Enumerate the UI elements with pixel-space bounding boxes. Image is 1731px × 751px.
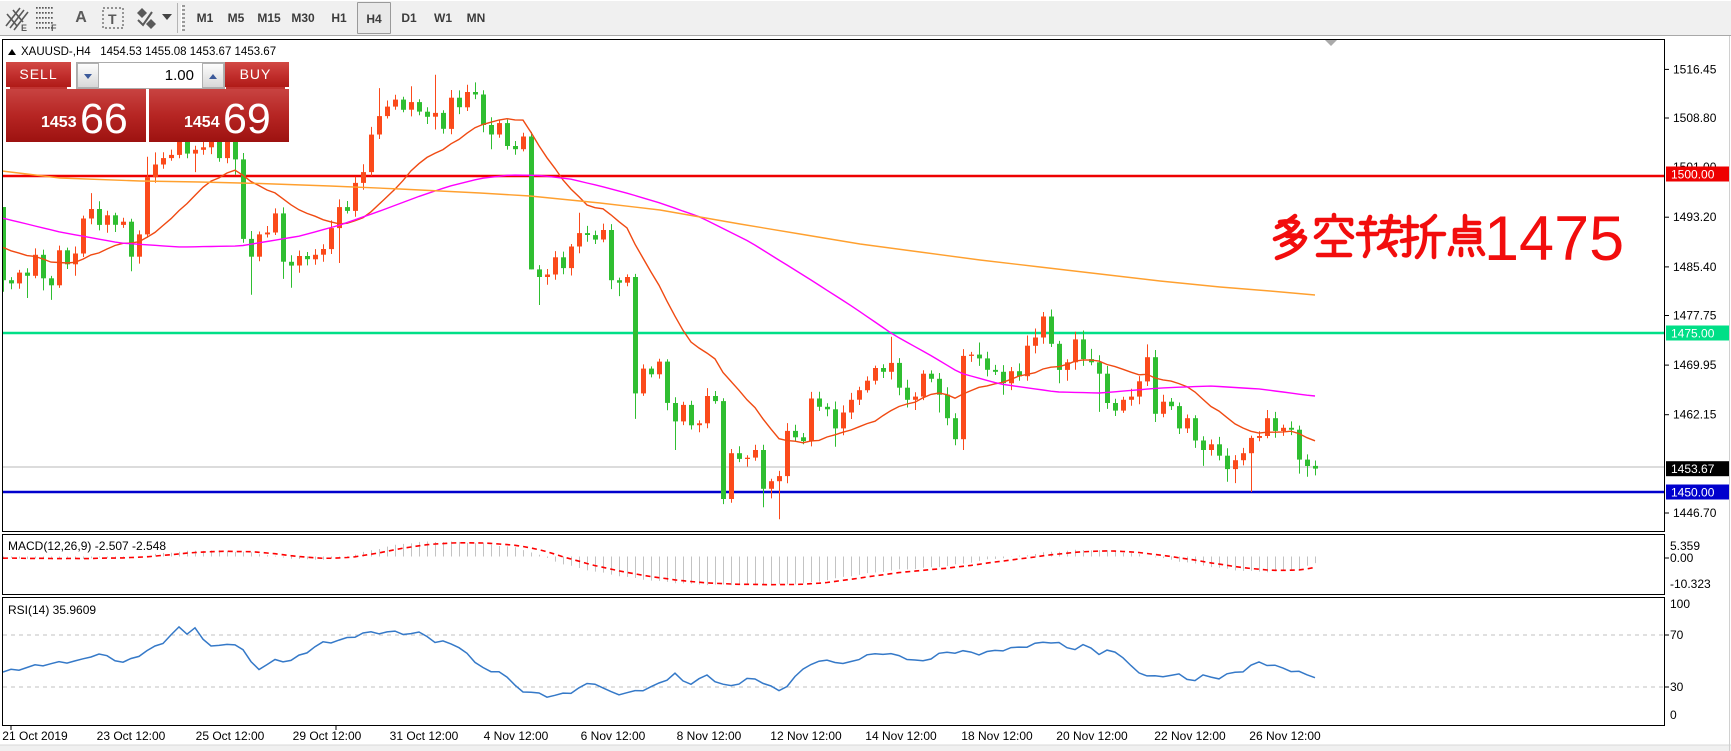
svg-text:-10.323: -10.323 [1670,577,1711,591]
svg-text:1477.75: 1477.75 [1673,309,1717,323]
svg-text:1485.40: 1485.40 [1673,260,1717,274]
svg-text:20 Nov 12:00: 20 Nov 12:00 [1056,729,1128,743]
svg-text:1450.00: 1450.00 [1671,486,1715,500]
svg-text:22 Nov 12:00: 22 Nov 12:00 [1154,729,1226,743]
svg-text:0.00: 0.00 [1670,551,1694,565]
svg-text:1516.45: 1516.45 [1673,62,1717,76]
svg-text:1475: 1475 [1484,204,1624,274]
svg-text:T: T [108,11,117,27]
svg-text:1475.00: 1475.00 [1671,327,1715,341]
svg-text:25 Oct 12:00: 25 Oct 12:00 [196,729,265,743]
svg-text:1500.00: 1500.00 [1671,168,1715,182]
svg-text:6 Nov 12:00: 6 Nov 12:00 [581,729,646,743]
svg-text:70: 70 [1670,628,1684,642]
svg-text:XAUUSD-,H4 1454.53 1455.08 1: XAUUSD-,H4 1454.53 1455.08 1453.67 1453.… [21,46,276,58]
svg-text:100: 100 [1670,597,1690,611]
svg-text:MACD(12,26,9) -2.507 -2.548: MACD(12,26,9) -2.507 -2.548 [8,539,166,553]
svg-text:RSI(14) 35.9609: RSI(14) 35.9609 [8,603,96,617]
svg-text:1493.20: 1493.20 [1673,210,1717,224]
svg-text:30: 30 [1670,680,1684,694]
svg-text:1453.67: 1453.67 [1671,462,1715,476]
svg-text:4 Nov 12:00: 4 Nov 12:00 [484,729,549,743]
svg-text:5.359: 5.359 [1670,539,1700,553]
svg-text:8 Nov 12:00: 8 Nov 12:00 [677,729,742,743]
svg-text:23 Oct 12:00: 23 Oct 12:00 [97,729,166,743]
svg-text:14 Nov 12:00: 14 Nov 12:00 [865,729,937,743]
svg-text:29 Oct 12:00: 29 Oct 12:00 [293,729,362,743]
svg-text:E: E [21,23,27,33]
svg-text:21 Oct 2019: 21 Oct 2019 [2,729,68,743]
svg-text:31 Oct 12:00: 31 Oct 12:00 [390,729,459,743]
svg-text:12 Nov 12:00: 12 Nov 12:00 [770,729,842,743]
svg-text:F: F [51,23,57,33]
svg-text:0: 0 [1670,708,1677,722]
svg-text:1508.80: 1508.80 [1673,111,1717,125]
svg-text:26 Nov 12:00: 26 Nov 12:00 [1249,729,1321,743]
svg-text:1462.15: 1462.15 [1673,408,1717,422]
svg-text:18 Nov 12:00: 18 Nov 12:00 [961,729,1033,743]
svg-text:1469.95: 1469.95 [1673,358,1717,372]
svg-text:1446.70: 1446.70 [1673,506,1717,520]
